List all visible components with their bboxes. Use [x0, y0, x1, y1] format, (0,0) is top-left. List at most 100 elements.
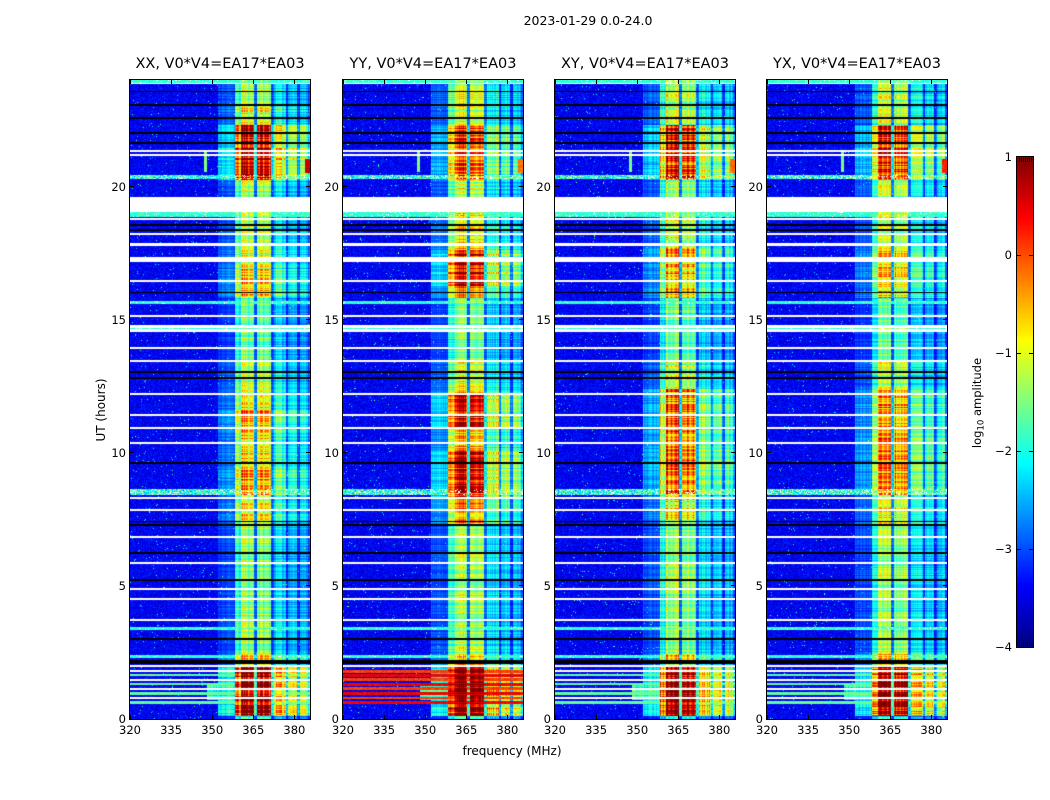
- y-tick-label: 10: [536, 445, 551, 460]
- y-tick-mark: [130, 585, 134, 587]
- y-tick-mark: [731, 718, 735, 720]
- colorbar-tick-mark: [1017, 548, 1021, 550]
- x-tick-mark: [718, 715, 720, 719]
- y-tick-label: 20: [111, 179, 126, 194]
- colorbar-canvas: [1016, 156, 1034, 648]
- x-tick-mark: [293, 715, 295, 719]
- colorbar-minor-tick: [1027, 158, 1028, 162]
- x-tick-mark: [889, 80, 891, 84]
- y-tick-label: 20: [324, 179, 339, 194]
- y-tick-label: 0: [543, 712, 551, 726]
- x-tick-mark: [595, 715, 597, 719]
- y-tick-mark: [306, 319, 310, 321]
- colorbar-label-suffix: amplitude: [969, 357, 984, 420]
- x-tick-mark: [252, 715, 254, 719]
- spectrogram-canvas-yy: [342, 79, 524, 720]
- colorbar-minor-tick: [1019, 158, 1020, 162]
- colorbar-tick-label: 1: [1004, 150, 1012, 164]
- x-tick-label: 320: [119, 723, 141, 737]
- x-tick-mark: [848, 80, 850, 84]
- x-tick-mark: [465, 80, 467, 84]
- y-tick-label: 5: [755, 578, 763, 593]
- y-tick-label: 15: [324, 312, 339, 327]
- x-tick-label: 365: [667, 723, 690, 737]
- colorbar-tick-label: 0: [1004, 248, 1012, 262]
- colorbar-label-prefix: log: [969, 430, 984, 449]
- x-tick-mark: [930, 80, 932, 84]
- y-tick-mark: [343, 186, 347, 187]
- colorbar-minor-tick: [1025, 642, 1026, 646]
- panel-xy: XY, V0*V4=EA17*EA03 320 335 350 365 380 0 5 10 1…: [536, 56, 736, 737]
- panel-yx: YX, V0*V4=EA17*EA03 320 335 350 365 380 0 5 10 1…: [748, 56, 948, 737]
- colorbar-minor-tick: [1025, 158, 1026, 162]
- colorbar-tick-label: −1: [995, 346, 1012, 360]
- y-tick-label: 10: [324, 445, 339, 460]
- y-tick-mark: [343, 452, 347, 454]
- panel-title-yy: YY, V0*V4=EA17*EA03: [349, 56, 517, 72]
- y-axis-label: UT (hours): [94, 378, 108, 442]
- x-tick-mark: [342, 80, 344, 84]
- colorbar-minor-tick: [1027, 642, 1028, 646]
- y-tick-label: 0: [331, 712, 339, 726]
- x-tick-label: 380: [496, 723, 519, 737]
- y-tick-mark: [555, 452, 559, 454]
- panel-title-yx: YX, V0*V4=EA17*EA03: [772, 56, 941, 72]
- y-tick-label: 15: [111, 312, 126, 327]
- x-tick-mark: [211, 80, 213, 84]
- x-tick-mark: [807, 715, 809, 719]
- x-tick-label: 380: [920, 723, 943, 737]
- colorbar-minor-tick: [1029, 642, 1030, 646]
- x-tick-mark: [252, 80, 254, 84]
- x-tick-label: 335: [160, 723, 183, 737]
- x-tick-mark: [342, 715, 344, 719]
- y-tick-label: 5: [331, 578, 339, 593]
- x-tick-mark: [766, 715, 768, 719]
- colorbar-tick-mark: [1029, 254, 1033, 256]
- y-tick-label: 20: [748, 179, 763, 194]
- y-tick-mark: [519, 718, 523, 720]
- x-tick-mark: [424, 80, 426, 84]
- colorbar-minor-tick: [1031, 158, 1032, 162]
- y-tick-mark: [306, 718, 310, 720]
- y-tick-label: 15: [748, 312, 763, 327]
- x-tick-mark: [636, 715, 638, 719]
- y-tick-label: 5: [118, 578, 126, 593]
- y-tick-mark: [130, 718, 134, 720]
- x-tick-label: 320: [756, 723, 778, 737]
- y-tick-mark: [943, 186, 947, 187]
- x-tick-mark: [170, 715, 172, 719]
- y-tick-mark: [343, 718, 347, 720]
- colorbar-tick-mark: [1029, 352, 1033, 354]
- spectrogram-canvas-yx: [766, 79, 948, 720]
- y-tick-label: 10: [748, 445, 763, 460]
- x-tick-mark: [930, 715, 932, 719]
- y-tick-label: 0: [118, 712, 126, 726]
- x-tick-label: 365: [455, 723, 478, 737]
- colorbar-minor-tick: [1023, 642, 1024, 646]
- colorbar-minor-tick: [1031, 642, 1032, 646]
- y-tick-mark: [130, 186, 134, 187]
- panel-xx: XX, V0*V4=EA17*EA03 320 335 350 365 380 0 5 10 1…: [111, 56, 311, 737]
- colorbar-tick-mark: [1029, 548, 1033, 550]
- panel-yy: YY, V0*V4=EA17*EA03 320 335 350 365 380 0 5 10 1…: [324, 56, 524, 737]
- y-tick-mark: [731, 186, 735, 187]
- x-tick-label: 350: [201, 723, 224, 737]
- y-tick-label: 5: [543, 578, 551, 593]
- x-tick-label: 335: [373, 723, 396, 737]
- figure-title: 2023-01-29 0.0-24.0: [523, 13, 653, 28]
- x-tick-mark: [170, 80, 172, 84]
- x-tick-mark: [766, 80, 768, 84]
- x-tick-mark: [718, 80, 720, 84]
- x-tick-mark: [506, 715, 508, 719]
- spectrogram-canvas-xy: [554, 79, 736, 720]
- colorbar-minor-tick: [1029, 158, 1030, 162]
- x-tick-mark: [465, 715, 467, 719]
- y-tick-mark: [519, 186, 523, 187]
- y-tick-mark: [519, 585, 523, 587]
- y-tick-mark: [519, 319, 523, 321]
- y-tick-mark: [555, 319, 559, 321]
- colorbar-minor-tick: [1023, 158, 1024, 162]
- y-tick-mark: [731, 585, 735, 587]
- colorbar-tick-label: −2: [995, 444, 1012, 458]
